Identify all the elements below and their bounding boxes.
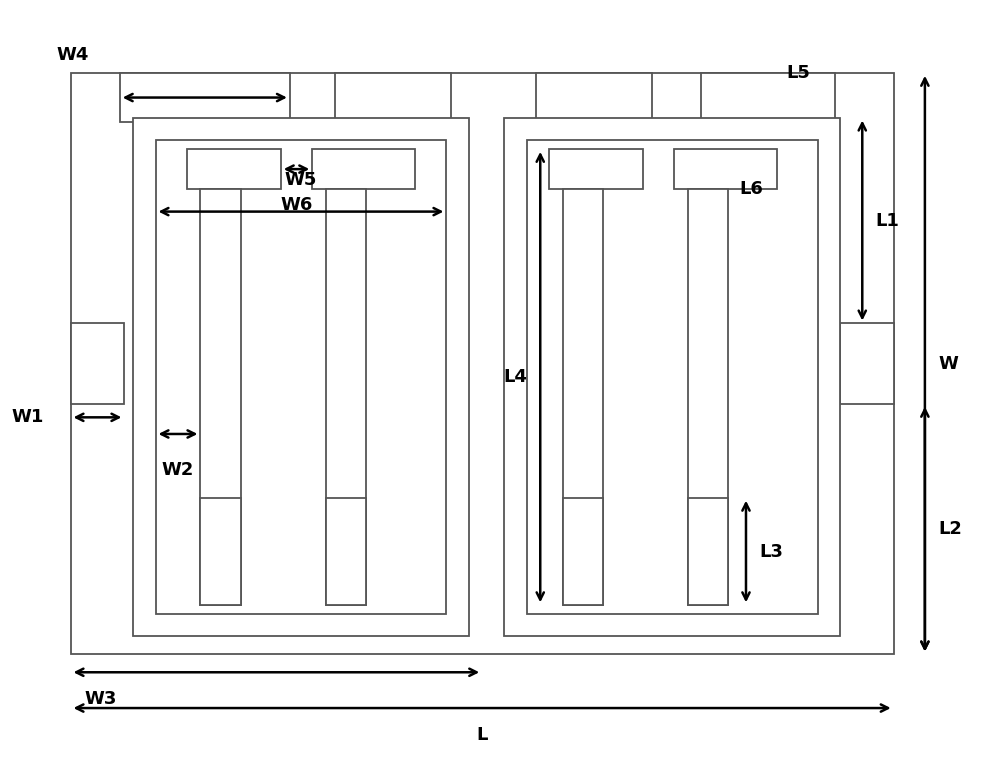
Bar [504, 118, 840, 637]
Bar [187, 149, 281, 189]
Bar [335, 73, 451, 122]
Text: W6: W6 [280, 196, 313, 214]
Bar [312, 149, 415, 189]
Bar [527, 140, 818, 614]
Bar [200, 189, 241, 605]
Text: L5: L5 [786, 64, 810, 82]
Text: L: L [476, 726, 488, 744]
Bar [536, 73, 652, 122]
Bar [133, 118, 469, 637]
Text: L6: L6 [739, 180, 763, 198]
Bar [688, 189, 728, 605]
Text: W5: W5 [285, 171, 317, 189]
Bar [120, 73, 290, 122]
Text: W: W [938, 355, 958, 373]
Text: L4: L4 [503, 368, 527, 386]
Bar [840, 323, 894, 404]
Text: L2: L2 [938, 520, 962, 538]
Text: W1: W1 [11, 408, 44, 426]
Bar [701, 73, 835, 122]
Text: W4: W4 [56, 46, 89, 64]
Bar [674, 149, 777, 189]
Bar [563, 189, 603, 605]
Bar [71, 73, 894, 654]
Text: W2: W2 [162, 461, 194, 479]
Bar [563, 497, 603, 605]
Bar [200, 497, 241, 605]
Text: W3: W3 [84, 690, 116, 708]
Bar [326, 189, 366, 605]
Bar [549, 149, 643, 189]
Text: L1: L1 [876, 212, 900, 230]
Text: L3: L3 [759, 543, 783, 561]
Bar [688, 497, 728, 605]
Bar [71, 323, 124, 404]
Bar [326, 497, 366, 605]
Bar [156, 140, 446, 614]
